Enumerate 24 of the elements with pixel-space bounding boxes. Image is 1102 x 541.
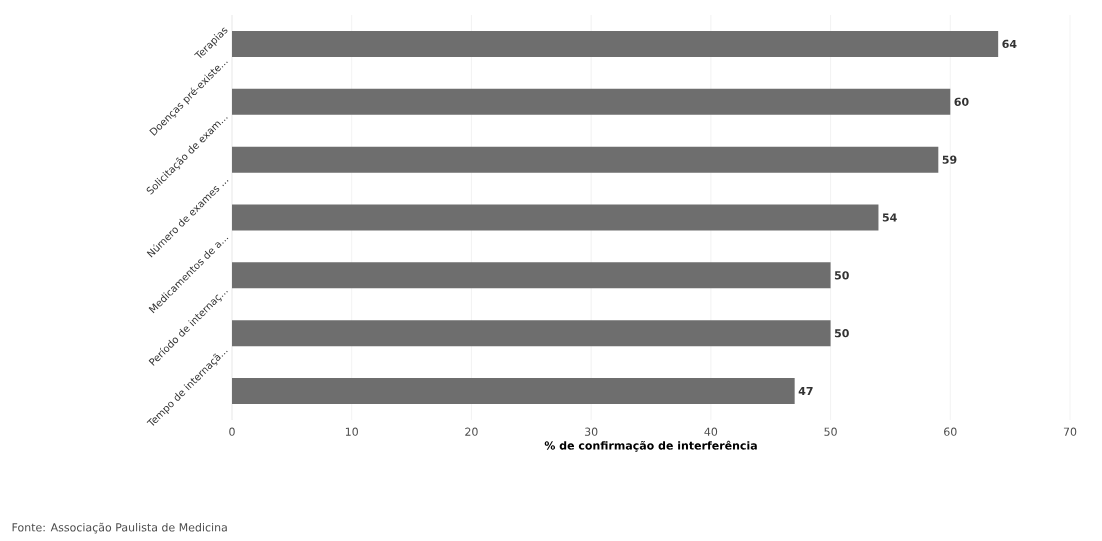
x-tick-label: 70 xyxy=(1063,427,1077,436)
bar xyxy=(232,88,951,115)
x-tick-label: 0 xyxy=(229,427,235,436)
bar xyxy=(232,30,999,57)
data-label: 64 xyxy=(1002,39,1017,49)
x-tick-label: 10 xyxy=(345,427,358,436)
bar xyxy=(232,204,879,231)
bar xyxy=(232,378,795,405)
x-tick-label: 60 xyxy=(944,427,957,436)
x-tick-label: 30 xyxy=(584,427,598,436)
data-label: 47 xyxy=(798,387,813,396)
x-tick-label: 20 xyxy=(465,427,478,436)
data-label: 54 xyxy=(882,213,897,222)
data-label: 59 xyxy=(942,155,957,164)
x-tick-label: 50 xyxy=(824,427,837,436)
x-axis-title: % de confirmação de interferência xyxy=(544,440,757,452)
x-tick-label: 40 xyxy=(704,427,718,436)
bar xyxy=(232,320,831,347)
bar xyxy=(232,262,831,289)
data-label: 50 xyxy=(834,329,849,338)
source-note: Fonte: Associação Paulista de Medicina xyxy=(12,522,227,534)
data-label: 60 xyxy=(954,97,969,106)
data-label: 50 xyxy=(834,271,849,280)
bar xyxy=(232,146,939,173)
